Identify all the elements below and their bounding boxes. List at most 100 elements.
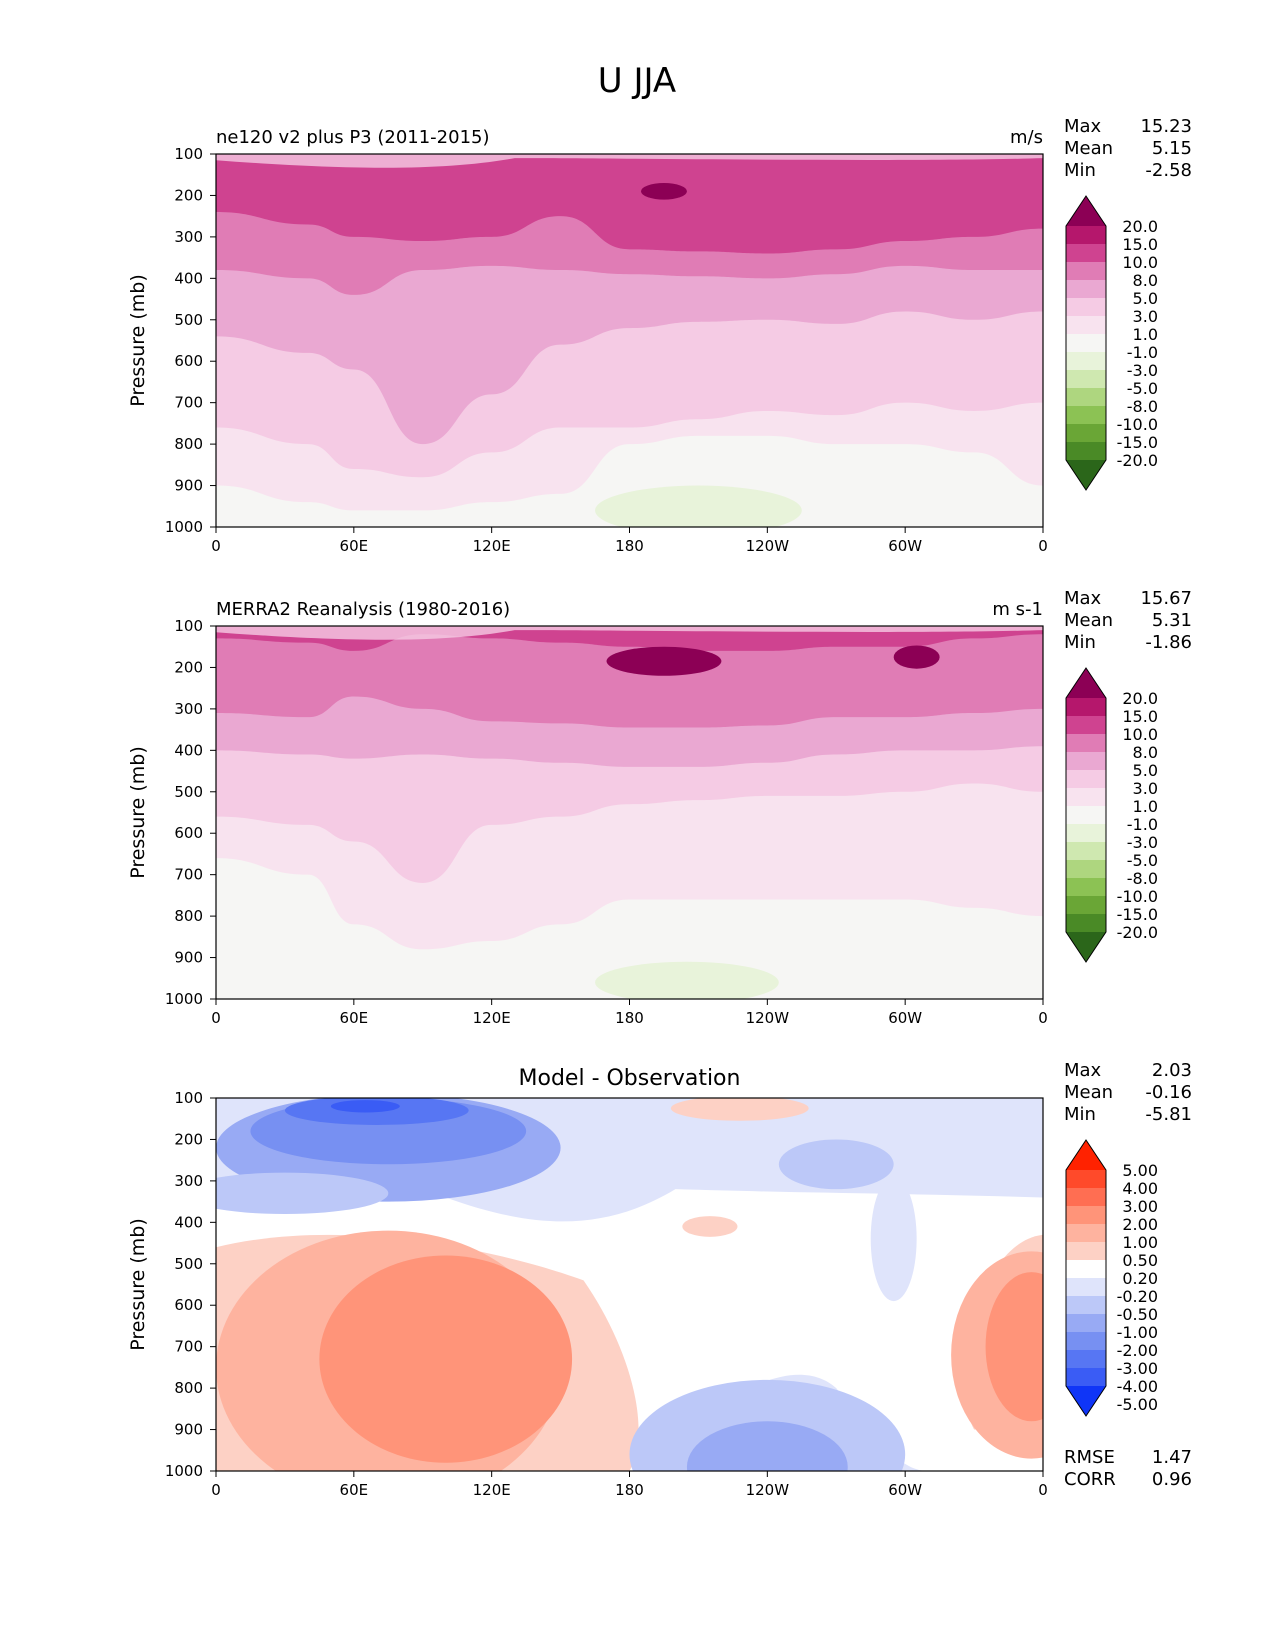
colorbar-segment [1066, 244, 1106, 263]
stat-value: 15.23 [1140, 116, 1192, 137]
colorbar-label: 4.00 [1122, 1179, 1158, 1198]
colorbar-segment [1066, 1242, 1106, 1261]
colorbar-segment [1066, 1296, 1106, 1315]
colorbar-segment [1066, 406, 1106, 425]
y-tick-label: 400 [174, 269, 203, 287]
contour-field [216, 626, 1043, 999]
colorbar-label: -1.00 [1117, 1323, 1158, 1342]
colorbar-label: -10.0 [1117, 415, 1158, 434]
stat-value: -5.81 [1145, 1104, 1192, 1125]
x-tick-label: 0 [211, 1009, 221, 1027]
colorbar-label: -5.0 [1127, 379, 1158, 398]
colorbar-extend-top [1066, 1140, 1106, 1170]
contour-patch [640, 183, 687, 200]
colorbar-segment [1066, 1278, 1106, 1297]
panel-1: 0 60E 120E 180 120W 60W 0 100 200 300 400 500 600 700… [127, 116, 1192, 555]
colorbar-label: 5.0 [1133, 761, 1158, 780]
stat-value: 5.15 [1152, 138, 1192, 159]
colorbar-segment [1066, 352, 1106, 371]
contour-patch [595, 485, 802, 527]
stat-value: 5.31 [1152, 610, 1192, 631]
colorbar-segment [1066, 442, 1106, 461]
panel-3: 0 60E 120E 180 120W 60W 0 100 200 300 400 500 600 700… [127, 1060, 1192, 1499]
x-tick-label: 120W [746, 1009, 790, 1027]
panel-units: m/s [1010, 127, 1043, 148]
colorbar-outline [1065, 1139, 1107, 1417]
y-tick-label: 500 [174, 311, 203, 329]
contour-field [216, 1098, 1043, 1471]
colorbar-segment [1066, 1188, 1106, 1207]
colorbar-label: 10.0 [1122, 725, 1158, 744]
x-tick-label: 180 [615, 1481, 644, 1499]
y-tick-label: 600 [174, 824, 203, 842]
colorbar-label: -8.0 [1127, 869, 1158, 888]
x-tick-label: 0 [211, 1481, 221, 1499]
stat-value: 0.96 [1152, 1469, 1192, 1490]
colorbar-segment [1066, 1350, 1106, 1369]
colorbar-segment [1066, 424, 1106, 443]
stat-value: 15.67 [1140, 588, 1192, 609]
contour-patch [985, 1272, 1043, 1422]
colorbar-segment [1066, 1260, 1106, 1279]
y-tick-label: 1000 [165, 1462, 203, 1480]
colorbar-extend-top [1066, 196, 1106, 226]
colorbar-label: 5.0 [1133, 289, 1158, 308]
stat-value: -0.16 [1145, 1082, 1192, 1103]
colorbar-segment [1066, 698, 1106, 717]
y-tick-label: 800 [174, 1379, 203, 1397]
colorbar-segment [1066, 370, 1106, 389]
colorbar-segment [1066, 716, 1106, 735]
colorbar-label: -3.00 [1117, 1359, 1158, 1378]
x-tick-label: 60W [888, 1009, 922, 1027]
colorbar-segment [1066, 334, 1106, 353]
colorbar-segment [1066, 280, 1106, 299]
y-tick-label: 800 [174, 435, 203, 453]
stat-label: Max [1064, 1060, 1102, 1081]
y-tick-label: 100 [174, 145, 203, 163]
contour-band [216, 154, 1043, 168]
colorbar-label: -3.0 [1127, 833, 1158, 852]
colorbar-label: -20.0 [1117, 451, 1158, 470]
x-tick-label: 120E [473, 537, 511, 555]
x-tick-label: 60E [340, 537, 369, 555]
contour-patch [606, 646, 722, 676]
colorbar-label: -8.0 [1127, 397, 1158, 416]
colorbar-label: 5.00 [1122, 1161, 1158, 1180]
colorbar-segment [1066, 896, 1106, 915]
contour-patch [670, 1098, 809, 1121]
colorbar-segment [1066, 842, 1106, 861]
colorbar-label: 3.00 [1122, 1197, 1158, 1216]
colorbar-segment [1066, 226, 1106, 245]
contour-patch [686, 1421, 848, 1471]
x-tick-label: 60E [340, 1009, 369, 1027]
contour-band [216, 858, 1043, 999]
contour-patch [778, 1139, 894, 1190]
contour-patch [893, 645, 940, 669]
stat-label: Mean [1064, 610, 1113, 631]
y-tick-label: 600 [174, 1296, 203, 1314]
colorbar-outline [1065, 667, 1107, 963]
colorbar-label: 8.0 [1133, 743, 1158, 762]
colorbar-label: 2.00 [1122, 1215, 1158, 1234]
stat-label: Mean [1064, 138, 1113, 159]
y-tick-label: 100 [174, 617, 203, 635]
y-tick-label: 1000 [165, 518, 203, 536]
y-tick-label: 300 [174, 228, 203, 246]
colorbar-segment [1066, 262, 1106, 281]
colorbar-label: 20.0 [1122, 217, 1158, 236]
stat-label: Max [1064, 588, 1102, 609]
contour-patch [330, 1100, 400, 1113]
colorbar-label: 1.0 [1133, 797, 1158, 816]
colorbar-label: -5.0 [1127, 851, 1158, 870]
colorbar-extend-bottom [1066, 1386, 1106, 1416]
x-tick-label: 60W [888, 537, 922, 555]
contour-patch [682, 1216, 738, 1237]
colorbar-segment [1066, 1224, 1106, 1243]
stat-label: RMSE [1064, 1447, 1115, 1468]
colorbar-label: 20.0 [1122, 689, 1158, 708]
colorbar-outline [1065, 195, 1107, 491]
panel-title: ne120 v2 plus P3 (2011-2015) [216, 127, 490, 148]
colorbar-segment [1066, 1170, 1106, 1189]
colorbar-segment [1066, 770, 1106, 789]
colorbar-label: 0.20 [1122, 1269, 1158, 1288]
